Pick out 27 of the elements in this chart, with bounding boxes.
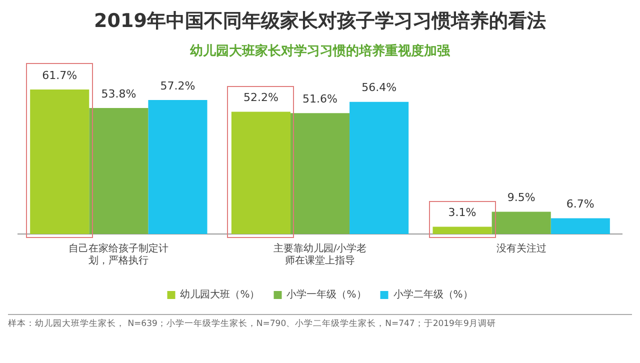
data-label: 53.8% — [101, 87, 136, 100]
bar — [231, 112, 290, 234]
data-label: 61.7% — [42, 68, 78, 82]
legend-label: 小学二年级（%） — [393, 288, 473, 301]
x-tick-label: 主要靠幼儿园/小学老师在课堂上指导 — [273, 242, 367, 267]
x-tick-label: 没有关注过 — [496, 242, 546, 255]
data-label: 57.2% — [160, 79, 196, 92]
data-label: 6.7% — [566, 198, 594, 211]
legend-label: 小学一年级（%） — [286, 288, 366, 301]
chart-subtitle: 幼儿园大班家长对学习习惯的培养重视度加强 — [189, 42, 451, 60]
bar — [148, 100, 208, 234]
data-label: 9.5% — [507, 191, 536, 204]
data-label: 3.1% — [448, 206, 476, 220]
bar — [30, 89, 90, 234]
text: 样本：幼儿园大班学生家长， N=639；小学一年级学生家长，N=790、小学二年级学生家长，N=747；于2019年9月调研 — [8, 318, 497, 330]
legend-label: 幼儿园大班（%） — [180, 288, 260, 301]
chart-title: 2019年中国不同年级家长对孩子学习习惯培养的看法 — [93, 9, 547, 34]
bar — [550, 218, 610, 234]
data-label: 51.6% — [302, 92, 338, 106]
bar — [89, 108, 148, 234]
data-label: 56.4% — [362, 81, 397, 94]
data-label: 52.2% — [243, 91, 278, 104]
bar — [290, 113, 350, 234]
bar — [432, 226, 492, 234]
bar — [492, 212, 551, 234]
x-tick-label: 自己在家给孩子制定计划，严格执行 — [68, 242, 169, 267]
bar — [350, 102, 409, 234]
